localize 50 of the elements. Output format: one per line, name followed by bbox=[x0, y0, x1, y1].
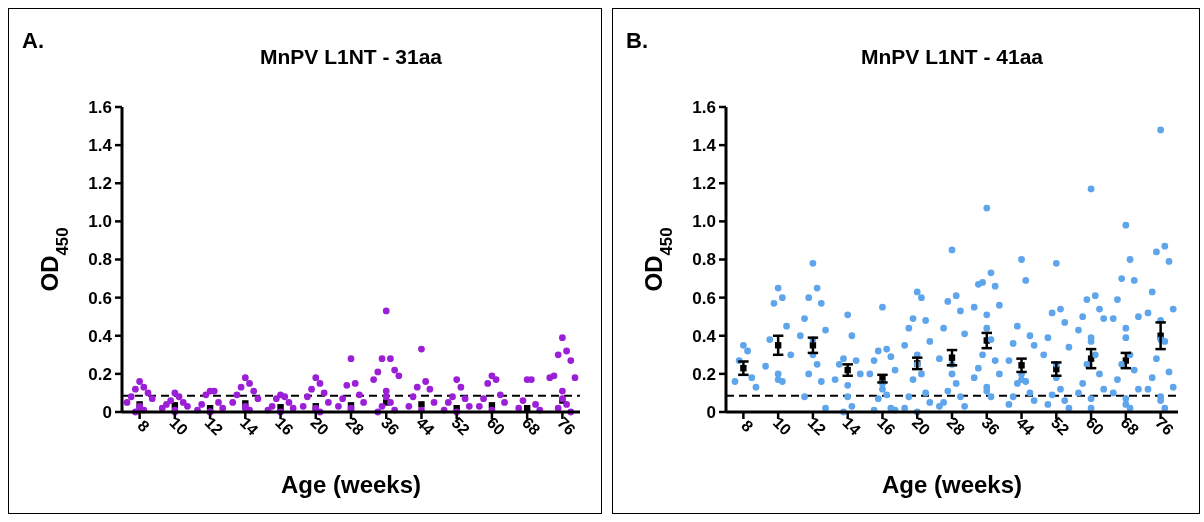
x-tick-label: 16 bbox=[874, 413, 899, 439]
x-tick-label: 76 bbox=[554, 413, 579, 439]
y-tick-label: 1.4 bbox=[692, 136, 717, 156]
x-tick-label: 12 bbox=[201, 413, 227, 439]
y-tick-label: 0.6 bbox=[692, 288, 716, 308]
x-tick-label: 8 bbox=[738, 416, 757, 436]
x-tick-label: 28 bbox=[943, 413, 969, 439]
y-tick-label: 1.4 bbox=[88, 136, 113, 156]
x-tick-label: 36 bbox=[978, 413, 1004, 439]
x-tick-label: 16 bbox=[272, 413, 297, 439]
x-tick-label: 36 bbox=[377, 413, 403, 439]
y-tick-label: 1.2 bbox=[692, 174, 716, 194]
x-tick-label: 20 bbox=[307, 413, 333, 439]
y-tick-label: 1.0 bbox=[692, 212, 716, 232]
y-tick-label: 0.2 bbox=[692, 364, 716, 384]
y-tick-label: 0.2 bbox=[88, 364, 112, 384]
chart-title: MnPV L1NT - 41aa bbox=[860, 45, 1044, 68]
x-tick-label: 52 bbox=[448, 413, 473, 439]
x-tick-label: 20 bbox=[908, 413, 934, 439]
y-tick-label: 0.6 bbox=[88, 288, 112, 308]
x-tick-label: 44 bbox=[1013, 413, 1038, 439]
text: A. bbox=[22, 28, 44, 53]
x-tick-label: 12 bbox=[804, 413, 830, 439]
y-tick-label: 1.0 bbox=[88, 212, 112, 232]
y-tick-label: 0 bbox=[706, 402, 716, 422]
x-tick-label: 76 bbox=[1152, 413, 1177, 439]
y-tick-label: 0.8 bbox=[692, 250, 716, 270]
x-tick-label: 10 bbox=[769, 413, 795, 439]
y-tick-label: 0.8 bbox=[88, 250, 112, 270]
x-tick-label: 68 bbox=[518, 413, 544, 439]
x-tick-label: 44 bbox=[413, 413, 438, 439]
text: B. bbox=[626, 28, 648, 53]
chart-title: MnPV L1NT - 31aa bbox=[259, 45, 443, 68]
y-tick-label: 0.4 bbox=[692, 326, 717, 346]
y-tick-label: 1.2 bbox=[88, 174, 112, 194]
x-tick-label: 52 bbox=[1047, 413, 1073, 439]
y-tick-label: 0 bbox=[102, 402, 112, 422]
x-tick-label: 8 bbox=[134, 416, 153, 436]
x-tick-label: 68 bbox=[1117, 413, 1143, 439]
x-tick-label: 14 bbox=[839, 413, 864, 439]
x-axis-title: Age (weeks) bbox=[280, 471, 422, 498]
y-tick-label: 0.4 bbox=[88, 326, 113, 346]
y-tick-label: 1.6 bbox=[88, 97, 112, 117]
x-tick-label: 60 bbox=[483, 413, 509, 439]
x-tick-label: 60 bbox=[1082, 413, 1108, 439]
x-axis-title: Age (weeks) bbox=[881, 471, 1023, 498]
x-tick-label: 28 bbox=[342, 413, 368, 439]
y-tick-label: 1.6 bbox=[692, 97, 716, 117]
x-tick-label: 10 bbox=[166, 413, 192, 439]
x-tick-label: 14 bbox=[236, 413, 262, 439]
